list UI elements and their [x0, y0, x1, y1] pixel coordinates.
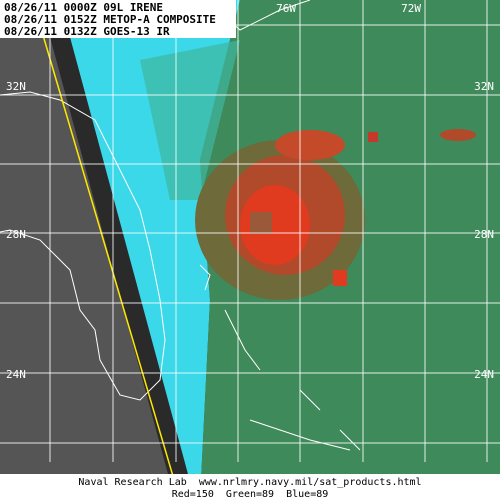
lon-label: 72W [401, 2, 421, 15]
footer-box [0, 474, 500, 500]
storm-band [275, 130, 345, 160]
lat-label: 32N [6, 80, 26, 93]
lat-label: 32N [474, 80, 494, 93]
lat-label: 28N [6, 228, 26, 241]
lon-label: 76W [276, 2, 296, 15]
storm-cell [333, 270, 347, 286]
header-line: 08/26/11 0152Z METOP-A COMPOSITE [4, 13, 216, 26]
transition [140, 40, 240, 200]
storm-cell [368, 132, 378, 142]
grid [0, 0, 500, 462]
storm-cell [440, 129, 476, 141]
storm-core [240, 185, 310, 265]
lat-label: 24N [474, 368, 494, 381]
header-line: 08/26/11 0000Z 09L IRENE [4, 1, 163, 14]
ir-land [0, 0, 180, 500]
footer-channels: Red=150 Green=89 Blue=89 [172, 489, 329, 500]
swath-line [39, 24, 181, 500]
islands [199, 264, 361, 451]
swath-edge [40, 0, 195, 500]
lat-label: 28N [474, 228, 494, 241]
header-line: 08/26/11 0132Z GOES-13 IR [4, 25, 170, 38]
storm-eye [250, 212, 272, 234]
footer-credit: Naval Research Lab www.nrlmry.navy.mil/s… [78, 477, 421, 488]
lat-label: 24N [6, 368, 26, 381]
header-box [0, 0, 236, 38]
